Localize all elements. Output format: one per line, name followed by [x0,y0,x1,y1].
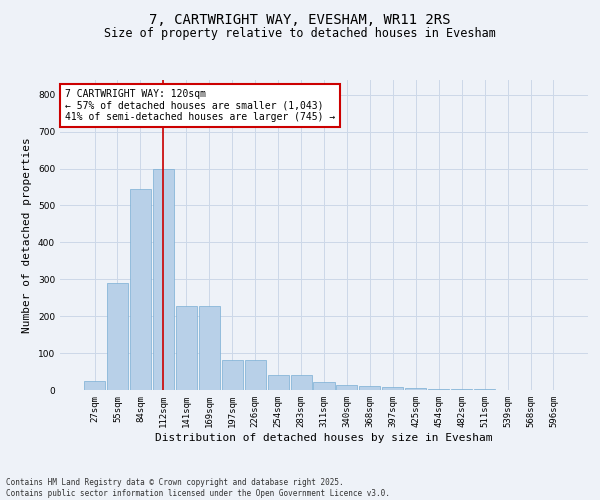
Bar [221,360,243,390]
Y-axis label: Number of detached properties: Number of detached properties [22,137,32,333]
Bar [268,374,289,390]
X-axis label: Distribution of detached houses by size in Evesham: Distribution of detached houses by size … [155,432,493,442]
Bar [337,385,358,390]
Bar [313,382,335,390]
Bar [107,283,128,390]
Bar [153,168,174,390]
Bar [176,306,197,390]
Bar [428,389,449,390]
Text: Contains HM Land Registry data © Crown copyright and database right 2025.
Contai: Contains HM Land Registry data © Crown c… [6,478,390,498]
Bar [199,306,220,390]
Bar [405,388,427,390]
Bar [84,381,105,390]
Bar [290,374,311,390]
Text: 7, CARTWRIGHT WAY, EVESHAM, WR11 2RS: 7, CARTWRIGHT WAY, EVESHAM, WR11 2RS [149,12,451,26]
Text: 7 CARTWRIGHT WAY: 120sqm
← 57% of detached houses are smaller (1,043)
41% of sem: 7 CARTWRIGHT WAY: 120sqm ← 57% of detach… [65,90,335,122]
Bar [245,360,266,390]
Text: Size of property relative to detached houses in Evesham: Size of property relative to detached ho… [104,28,496,40]
Bar [359,386,380,390]
Bar [130,189,151,390]
Bar [382,388,403,390]
